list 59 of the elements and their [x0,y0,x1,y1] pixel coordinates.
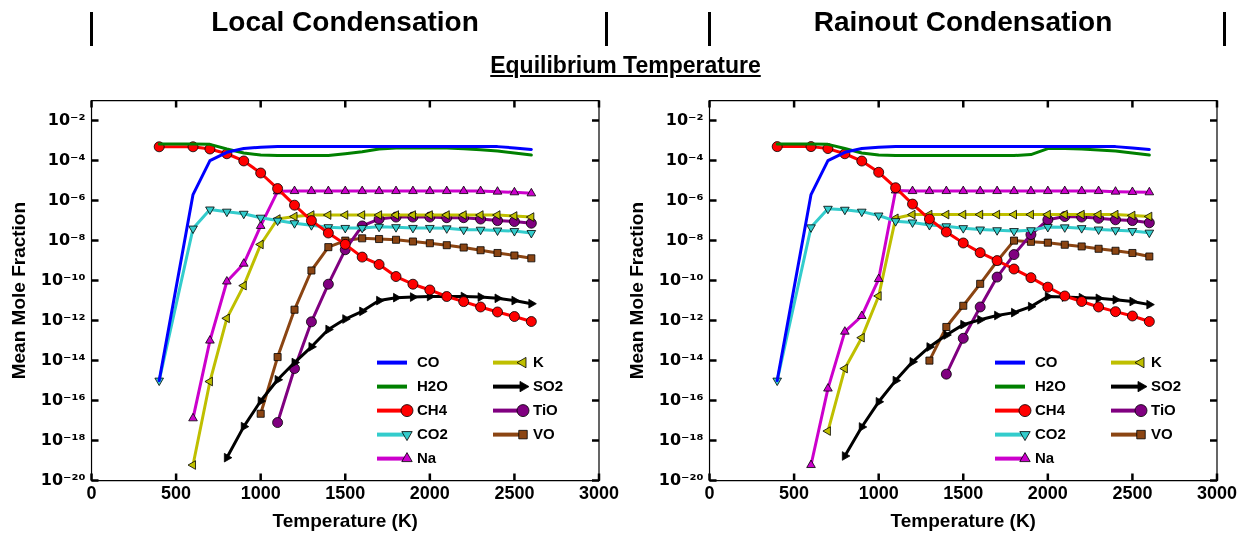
y-tick-label: 10⁻⁸ [47,229,86,249]
y-tick-label: 10⁻²⁰ [658,469,704,489]
chart-title: Rainout Condensation [812,6,1114,38]
legend-label: TiO [1151,400,1177,418]
legend-label: H2O [1035,376,1067,394]
x-axis-title: Temperature (K) [890,509,1036,531]
legend-label: SO2 [1151,376,1182,394]
x-tick-label: 2000 [409,483,450,504]
y-tick-label: 10⁻¹² [658,309,704,329]
legend-label: CH4 [1035,400,1066,418]
y-axis-title: Mean Mole Fraction [7,201,29,380]
legend-label: TiO [533,400,559,418]
legend-label: K [533,352,544,370]
legend-label: Na [417,448,437,466]
x-tick-label: 500 [779,483,810,504]
x-tick-label: 3000 [1196,483,1238,504]
y-axis-title: Mean Mole Fraction [625,201,647,380]
legend-label: Na [1035,448,1055,466]
chart-subtitle: Equilibrium Temperature [489,52,762,79]
legend-label: VO [1151,424,1173,442]
legend-label: CO2 [417,424,448,442]
legend-label: SO2 [533,376,564,394]
legend-label: CO [417,352,440,370]
y-tick-label: 10⁻¹⁰ [658,269,704,289]
y-tick-label: 10⁻²⁰ [40,469,86,489]
x-tick-label: 2500 [494,483,535,504]
y-tick-label: 10⁻⁶ [47,189,86,209]
y-tick-label: 10⁻¹⁰ [40,269,86,289]
y-tick-label: 10⁻¹⁴ [658,349,704,369]
y-tick-label: 10⁻⁸ [665,229,704,249]
x-tick-label: 1500 [325,483,366,504]
legend-label: CO2 [1035,424,1066,442]
x-tick-label: 0 [86,483,97,504]
x-tick-label: 3000 [578,483,620,504]
y-tick-label: 10⁻¹⁸ [40,429,86,449]
legend-label: CO [1035,352,1058,370]
x-tick-label: 1000 [240,483,281,504]
y-tick-label: 10⁻² [47,109,86,129]
x-tick-label: 2000 [1027,483,1068,504]
chart-title: Local Condensation [210,6,480,38]
y-tick-label: 10⁻¹⁶ [40,389,86,409]
y-tick-label: 10⁻¹⁶ [658,389,704,409]
y-tick-label: 10⁻² [665,109,704,129]
x-tick-label: 0 [704,483,715,504]
x-axis-title: Temperature (K) [272,509,418,531]
x-tick-label: 500 [161,483,192,504]
x-tick-label: 1000 [858,483,899,504]
x-tick-label: 1500 [943,483,984,504]
legend-label: CH4 [417,400,448,418]
y-tick-label: 10⁻¹⁴ [40,349,86,369]
y-tick-label: 10⁻⁴ [47,149,86,169]
legend-label: H2O [417,376,449,394]
y-tick-label: 10⁻⁴ [665,149,704,169]
y-tick-label: 10⁻¹² [40,309,86,329]
x-tick-label: 2500 [1112,483,1153,504]
y-tick-label: 10⁻¹⁸ [658,429,704,449]
y-tick-label: 10⁻⁶ [665,189,704,209]
legend-label: K [1151,352,1162,370]
legend-label: VO [533,424,555,442]
